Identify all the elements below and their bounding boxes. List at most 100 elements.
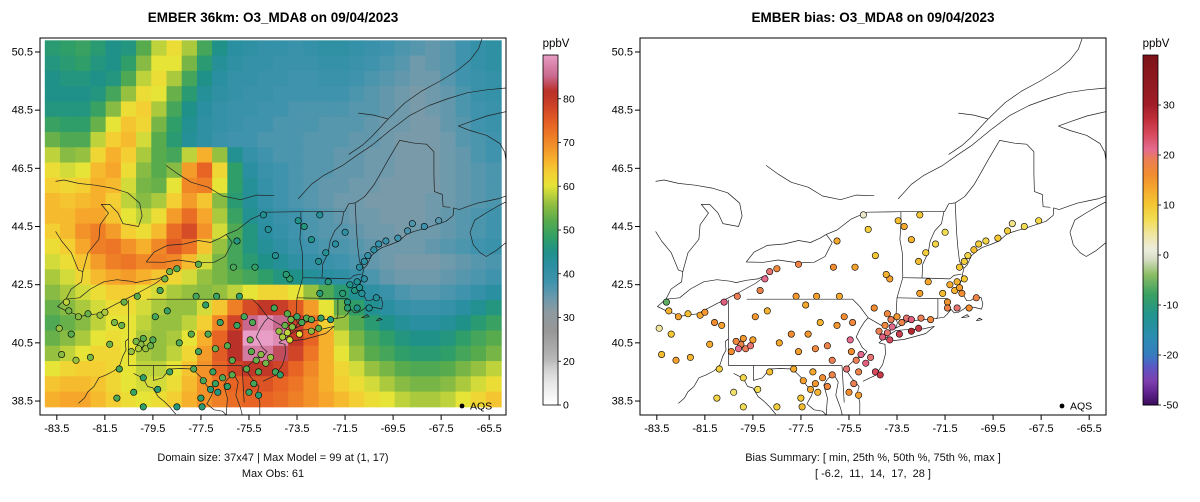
station-point bbox=[713, 394, 721, 402]
y-tick-label: 46.5 bbox=[12, 163, 33, 175]
station-point bbox=[915, 257, 923, 265]
y-tick-label: 40.5 bbox=[612, 337, 633, 349]
border-line bbox=[145, 234, 233, 264]
station-point bbox=[139, 403, 147, 411]
station-point bbox=[259, 211, 267, 219]
border-line bbox=[348, 38, 483, 155]
station-point bbox=[403, 227, 411, 235]
border-line bbox=[954, 203, 965, 268]
station-point bbox=[730, 388, 738, 396]
aqs-legend-label: AQS bbox=[1070, 401, 1092, 413]
border-line bbox=[361, 314, 370, 319]
station-point bbox=[293, 313, 301, 321]
station-point bbox=[198, 403, 206, 411]
station-point bbox=[120, 298, 128, 306]
station-point bbox=[943, 298, 951, 306]
border-line bbox=[841, 365, 845, 403]
station-point bbox=[202, 301, 210, 309]
station-point bbox=[916, 289, 924, 297]
colorbar-tick-label: 20 bbox=[1163, 150, 1175, 162]
station-point bbox=[192, 292, 200, 300]
y-axis: 38.5 40.5 42.5 44.5 46.5 48.5 50.5 bbox=[12, 46, 40, 408]
station-point bbox=[828, 356, 836, 364]
station-point bbox=[917, 314, 925, 322]
station-point bbox=[223, 342, 231, 350]
border-line bbox=[354, 203, 365, 268]
aqs-legend-marker bbox=[1059, 403, 1065, 409]
border-line bbox=[469, 201, 506, 257]
station-point bbox=[275, 327, 283, 335]
x-tick-label: -69.5 bbox=[381, 423, 406, 435]
station-point bbox=[843, 365, 851, 373]
colorbar-tick-label: -50 bbox=[1163, 400, 1178, 412]
y-tick-label: 42.5 bbox=[12, 279, 33, 291]
colorbar-tick-label: 30 bbox=[563, 312, 575, 324]
station-point bbox=[394, 234, 402, 242]
y-tick-label: 48.5 bbox=[612, 105, 633, 117]
station-point bbox=[706, 340, 714, 348]
station-point bbox=[245, 388, 253, 396]
border-line bbox=[321, 211, 345, 279]
model-colorbar-title: ppbV bbox=[542, 38, 570, 50]
x-tick-label: -77.5 bbox=[188, 423, 213, 435]
station-point bbox=[823, 382, 831, 390]
station-point bbox=[766, 368, 774, 376]
station-point bbox=[941, 228, 949, 236]
station-point bbox=[862, 359, 870, 367]
station-point bbox=[907, 327, 915, 335]
x-tick-label: -81.5 bbox=[92, 423, 117, 435]
station-point bbox=[84, 310, 92, 318]
station-point bbox=[972, 294, 980, 302]
station-point bbox=[283, 329, 291, 337]
station-point bbox=[931, 240, 939, 248]
colorbar-tick-label: -20 bbox=[1163, 350, 1178, 362]
station-point bbox=[939, 289, 947, 297]
station-point bbox=[264, 225, 272, 233]
station-point bbox=[655, 324, 663, 332]
border-line bbox=[55, 231, 84, 300]
x-tick-label: -79.5 bbox=[740, 423, 765, 435]
station-point bbox=[875, 327, 883, 335]
station-point bbox=[845, 388, 853, 396]
station-point bbox=[132, 337, 140, 345]
colorbar-tick-label: 0 bbox=[1163, 250, 1169, 262]
station-point bbox=[871, 252, 879, 260]
border-line bbox=[458, 111, 506, 162]
station-point bbox=[835, 292, 843, 300]
x-tick-label: -65.5 bbox=[477, 423, 502, 435]
station-point bbox=[315, 324, 323, 332]
border-line bbox=[765, 165, 875, 201]
station-point bbox=[139, 374, 147, 382]
station-point bbox=[281, 321, 289, 329]
station-point bbox=[849, 318, 857, 326]
station-point bbox=[271, 252, 279, 260]
station-point bbox=[855, 391, 863, 399]
model-map-title: EMBER 36km: O3_MDA8 on 09/04/2023 bbox=[147, 10, 399, 25]
station-point bbox=[240, 313, 248, 321]
station-point bbox=[898, 318, 906, 326]
station-point bbox=[855, 368, 863, 376]
station-point bbox=[228, 356, 236, 364]
station-point bbox=[365, 304, 373, 312]
station-point bbox=[154, 385, 162, 393]
station-point bbox=[773, 403, 781, 411]
station-point bbox=[111, 318, 119, 326]
station-point bbox=[922, 249, 930, 257]
station-point bbox=[857, 350, 865, 358]
station-point bbox=[955, 263, 963, 271]
colorbar-tick-label: 70 bbox=[563, 137, 575, 149]
border-line bbox=[976, 317, 983, 322]
colorbar-tick-label: 80 bbox=[563, 93, 575, 105]
station-point bbox=[883, 310, 891, 318]
station-point bbox=[276, 371, 284, 379]
station-point bbox=[339, 289, 347, 297]
border-line bbox=[847, 368, 861, 415]
station-point bbox=[763, 307, 771, 315]
station-point bbox=[262, 359, 270, 367]
colorbar-tick-label: 10 bbox=[1163, 200, 1175, 212]
station-point bbox=[907, 316, 915, 324]
station-point bbox=[324, 278, 332, 286]
station-point bbox=[211, 345, 219, 353]
colorbar-tick-label: 40 bbox=[563, 268, 575, 280]
border-line bbox=[302, 273, 362, 280]
